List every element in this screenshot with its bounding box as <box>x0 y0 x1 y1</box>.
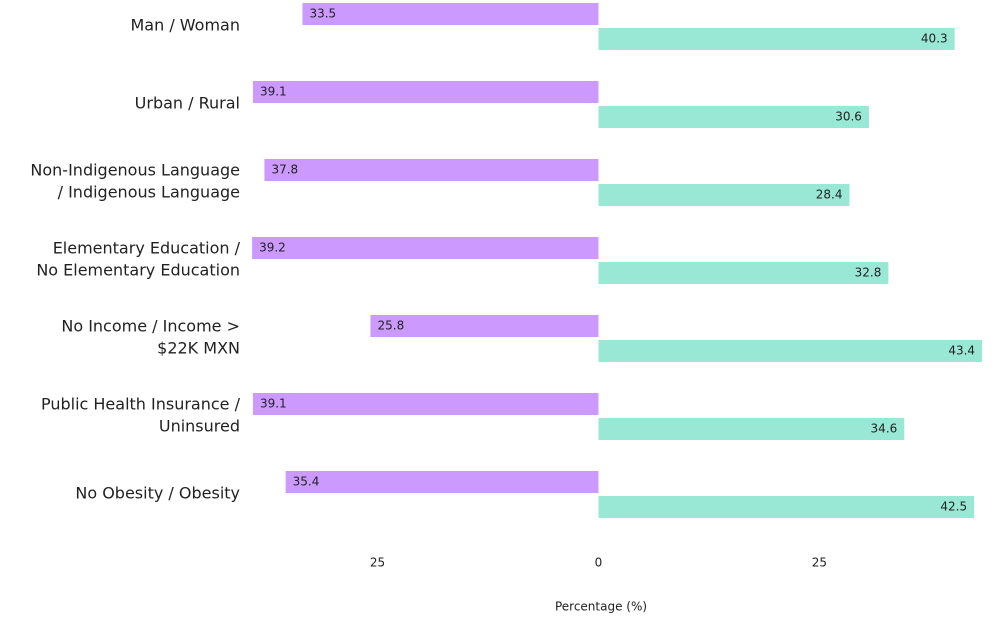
y-tick-label: Man / Woman <box>130 16 240 35</box>
bar <box>598 184 850 206</box>
bar <box>598 496 975 518</box>
x-tick-label: 0 <box>595 556 603 570</box>
value-label: 39.2 <box>259 241 286 255</box>
value-label: 40.3 <box>921 32 948 46</box>
bar <box>252 393 599 415</box>
bar <box>598 106 869 128</box>
bar <box>252 237 599 259</box>
value-label: 28.4 <box>816 188 843 202</box>
bar <box>285 471 599 493</box>
value-label: 39.1 <box>260 85 287 99</box>
bar <box>370 315 599 337</box>
value-label: 25.8 <box>377 319 404 333</box>
value-label: 33.5 <box>309 7 336 21</box>
y-tick-label: No Elementary Education <box>36 261 240 280</box>
bar <box>598 418 905 440</box>
y-tick-label: / Indigenous Language <box>58 183 240 202</box>
bar <box>264 159 599 181</box>
bar <box>598 340 983 362</box>
bar <box>598 262 889 284</box>
y-tick-label: Elementary Education / <box>53 239 241 258</box>
value-label: 39.1 <box>260 397 287 411</box>
value-label: 32.8 <box>855 266 882 280</box>
y-tick-label: Non-Indigenous Language <box>30 161 240 180</box>
y-tick-label: $22K MXN <box>157 339 240 358</box>
bar <box>598 28 955 50</box>
x-tick-label: 25 <box>370 556 385 570</box>
value-label: 42.5 <box>940 500 967 514</box>
x-axis-label: Percentage (%) <box>555 600 647 614</box>
value-label: 34.6 <box>871 422 898 436</box>
y-tick-label: No Income / Income > <box>61 317 240 336</box>
value-label: 37.8 <box>271 163 298 177</box>
value-label: 30.6 <box>835 110 862 124</box>
bar <box>252 81 599 103</box>
y-tick-label: No Obesity / Obesity <box>75 484 240 503</box>
bar <box>302 3 599 25</box>
x-tick-label: 25 <box>812 556 827 570</box>
y-tick-label: Urban / Rural <box>135 94 240 113</box>
y-tick-label: Public Health Insurance / <box>41 395 241 414</box>
y-tick-label: Uninsured <box>159 417 240 436</box>
value-label: 35.4 <box>293 475 320 489</box>
value-label: 43.4 <box>948 344 975 358</box>
